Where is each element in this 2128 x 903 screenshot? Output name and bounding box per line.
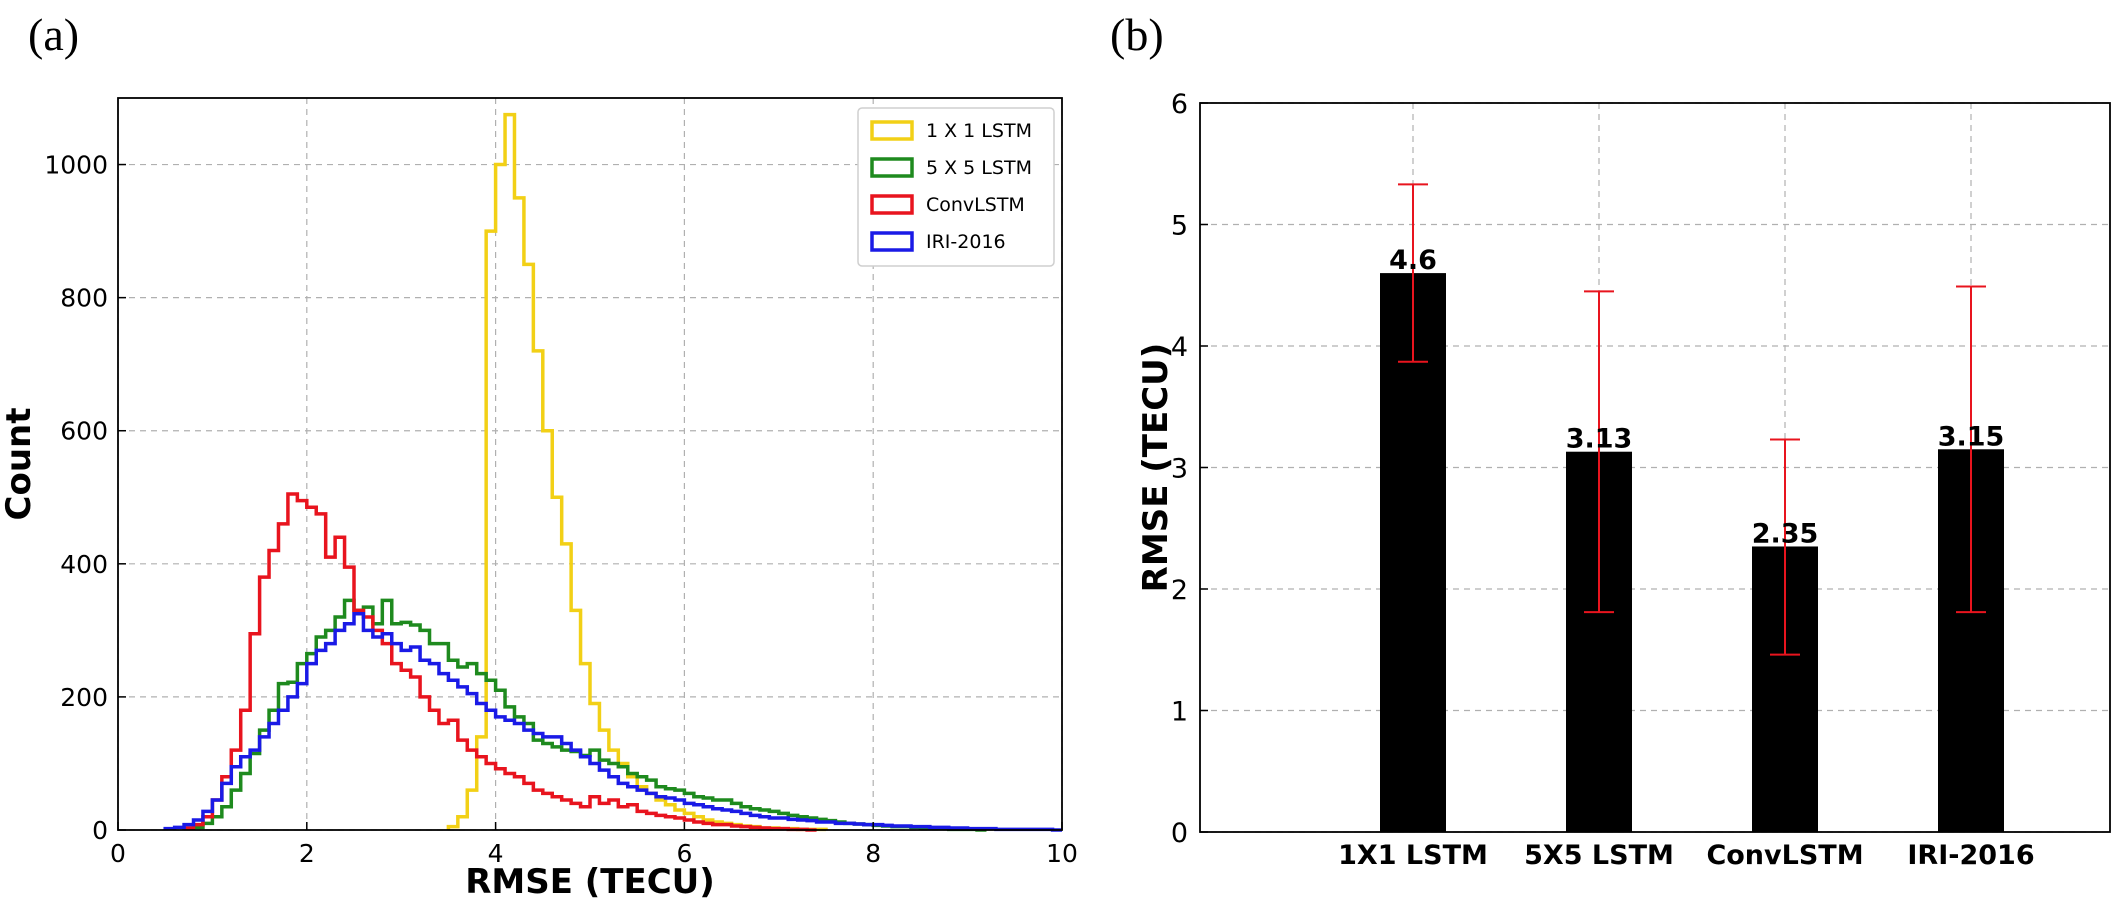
legend-swatch: [870, 231, 914, 252]
y-tick-label: 400: [60, 550, 108, 579]
panel-label-a: (a): [28, 9, 79, 60]
y-tick-label: 0: [92, 816, 108, 845]
x-tick-label: 2: [299, 839, 315, 868]
y-tick-label: 800: [60, 284, 108, 313]
y-axis-title: RMSE (TECU): [1136, 343, 1176, 593]
x-tick-label: 8: [865, 839, 881, 868]
y-tick-label: 200: [60, 683, 108, 712]
y-tick-label: 3: [1171, 454, 1188, 485]
x-tick-label: 6: [676, 839, 692, 868]
y-tick-label: 5: [1171, 211, 1188, 242]
legend-box: [857, 107, 1055, 267]
legend-label: ConvLSTM: [926, 194, 1025, 216]
y-tick-label: 6: [1171, 89, 1188, 120]
y-axis-title: Count: [0, 408, 39, 521]
x-tick-label: 4: [488, 839, 504, 868]
legend-swatch: [870, 194, 914, 215]
legend-label: 5 X 5 LSTM: [926, 157, 1032, 179]
category-label: 5X5 LSTM: [1524, 840, 1674, 871]
y-tick-label: 2: [1171, 575, 1188, 606]
category-label: IRI-2016: [1907, 840, 2034, 871]
bar-value-label: 4.6: [1389, 245, 1437, 276]
panel-label-b: (b): [1110, 9, 1164, 60]
y-tick-label: 4: [1171, 332, 1188, 363]
y-tick-label: 1000: [44, 151, 108, 180]
bar-value-label: 2.35: [1752, 518, 1819, 549]
legend-swatch: [870, 120, 914, 141]
bar-value-label: 3.13: [1566, 424, 1633, 455]
histogram-series-line: [182, 598, 987, 832]
legend-label: IRI-2016: [926, 231, 1006, 253]
category-label: ConvLSTM: [1706, 840, 1863, 871]
histogram-chart: 0 2 4 6 8 10 0 200 400 600 800 1000 RMSE (TECU) Count…: [0, 97, 1078, 902]
histogram-series-line: [182, 492, 817, 832]
bar-chart: 4.6 3.13 2.35 3.15 0 1 2 3 4 5 6 1X1 LSTM 5X5 LSTM Co…: [1136, 89, 2111, 871]
bar: [1380, 273, 1446, 833]
y-tick-label: 600: [60, 417, 108, 446]
legend-swatch: [870, 157, 914, 178]
legend-label: 1 X 1 LSTM: [926, 120, 1032, 142]
y-tick-label: 1: [1171, 697, 1188, 728]
bar-value-label: 3.15: [1938, 421, 2005, 452]
x-axis-title: RMSE (TECU): [465, 862, 715, 902]
histogram-series-line: [446, 112, 828, 832]
category-label: 1X1 LSTM: [1338, 840, 1488, 871]
histogram-series-line: [163, 611, 1062, 832]
plot-frame: [117, 97, 1063, 831]
x-tick-label: 0: [110, 839, 126, 868]
y-tick-label: 0: [1171, 818, 1188, 849]
x-tick-label: 10: [1046, 839, 1078, 868]
